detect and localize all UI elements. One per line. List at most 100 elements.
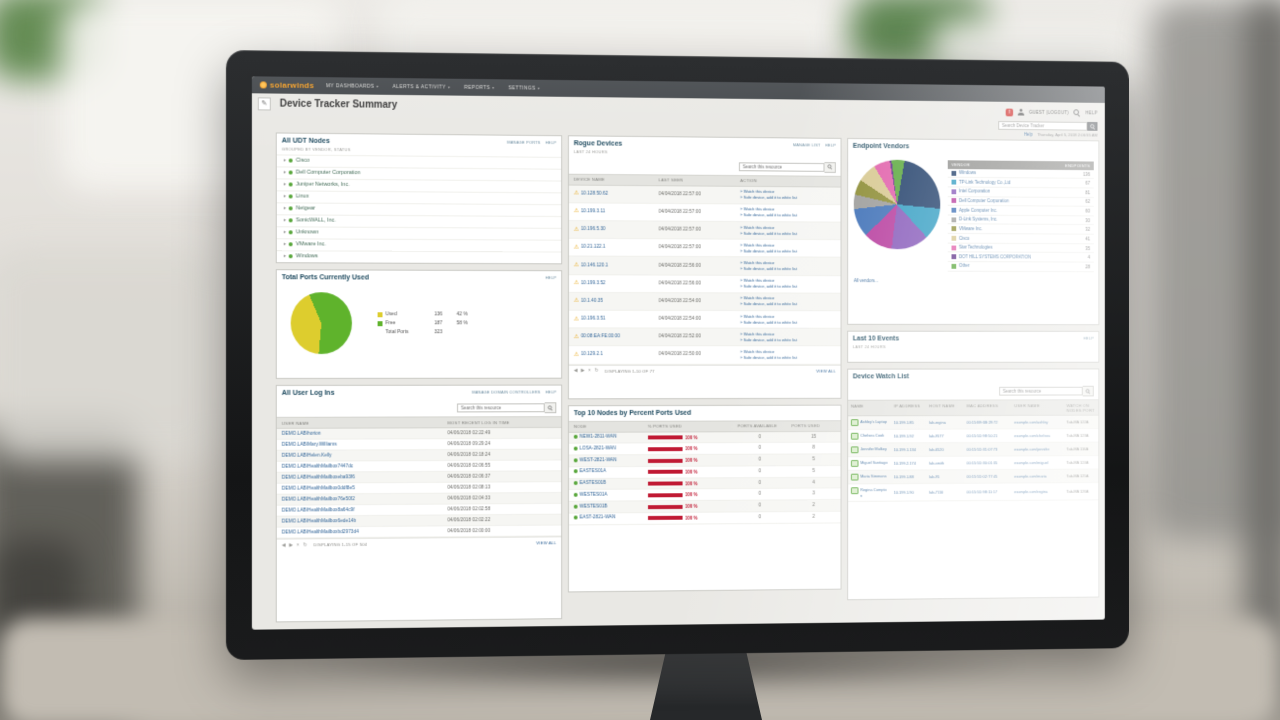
host-name-link[interactable]: lab-7110 <box>929 489 944 495</box>
user-name-link[interactable]: example.com\maria <box>1014 473 1047 479</box>
safe-device-link[interactable]: » Safe device, add it to white list <box>740 230 798 236</box>
device-name-link[interactable]: Regina Compton <box>860 487 887 498</box>
table-row[interactable]: ⚠ 10.146.120.1 04/04/2018 22:56:00 » Watc… <box>568 256 841 276</box>
watch-device-link[interactable]: » Watch this device <box>740 349 775 354</box>
watch-device-link[interactable]: » Watch this device <box>740 277 775 283</box>
user-name-link[interactable]: DEMO.LAB\HealthMailbox76e50f2 <box>281 497 355 503</box>
column-vendor[interactable]: VENDOR <box>951 161 970 167</box>
watch-device-link[interactable]: » Watch this device <box>740 313 775 319</box>
device-name-link[interactable]: 10.128.50.62 <box>580 191 608 197</box>
ip-address-link[interactable]: 10.199.1.134 <box>893 447 916 453</box>
host-name-link[interactable]: lab-6520 <box>929 447 944 453</box>
user-name-link[interactable]: DEMO.LAB\Mary.Williams <box>281 442 337 448</box>
watch-device-link[interactable]: » Watch this device <box>740 188 775 195</box>
host-name-link[interactable]: lab-regina <box>929 420 946 426</box>
node-name-link[interactable]: EASTES01A <box>579 469 607 475</box>
vendor-name-link[interactable]: DOT HILL SYSTEMS CORPORATION <box>958 254 1031 260</box>
device-name-link[interactable]: 00:08:EA:FE:00:00 <box>580 334 621 340</box>
safe-device-link[interactable]: » Safe device, add it to white list <box>740 283 798 289</box>
device-name-link[interactable]: 10.199.3.52 <box>580 280 606 286</box>
watch-device-link[interactable]: » Watch this device <box>740 260 775 266</box>
nav-menu-item[interactable]: ALERTS & ACTIVITY ▾ <box>393 83 451 90</box>
device-name-link[interactable]: Chelsea Cook <box>860 433 885 439</box>
ip-address-link[interactable]: 10.199.1.88 <box>893 474 914 480</box>
nav-menu-item[interactable]: MY DASHBOARDS ▾ <box>326 83 379 90</box>
device-name-link[interactable]: 10.146.120.1 <box>580 262 608 268</box>
vendor-name-link[interactable]: D-Link Systems, Inc. <box>958 216 998 222</box>
column-login-time[interactable]: MOST RECENT LOG IN TIME <box>447 420 510 426</box>
user-name-link[interactable]: DEMO.LAB\HealthMailboxeba93f6 <box>281 475 355 481</box>
column-ports-available[interactable]: PORTS AVAILABLE <box>737 423 778 429</box>
vendor-name[interactable]: Linux <box>295 193 309 200</box>
column-mac-address[interactable]: MAC ADDRESS <box>966 403 999 409</box>
expand-arrow-icon[interactable]: ▸ <box>283 205 286 211</box>
safe-device-link[interactable]: » Safe device, add it to white list <box>740 354 798 360</box>
table-row[interactable]: EAST-2821-WAN 100 % 0 2 <box>568 511 841 526</box>
all-vendors-link[interactable]: All vendors... <box>853 277 879 283</box>
vendor-name[interactable]: VMware Inc. <box>295 241 327 248</box>
watch-list-search-button[interactable] <box>1082 386 1094 397</box>
watch-device-link[interactable]: » Watch this device <box>740 206 775 212</box>
device-name-link[interactable]: 10.1.40.35 <box>580 298 603 304</box>
close-icon[interactable]: × <box>588 367 591 373</box>
user-logins-search-button[interactable] <box>544 402 557 414</box>
safe-device-link[interactable]: » Safe device, add it to white list <box>740 248 798 254</box>
column-user-name[interactable]: USER NAME <box>1014 403 1040 409</box>
refresh-icon[interactable]: ↻ <box>594 367 599 373</box>
manage-list-link[interactable]: MANAGE LIST <box>792 142 821 148</box>
user-name-link[interactable]: DEMO.LAB\HealthMailboxbd2973d4 <box>281 529 359 536</box>
device-name-link[interactable]: 10.21.122.1 <box>580 245 606 251</box>
pager-first-icon[interactable]: ◀ <box>573 367 578 373</box>
vendor-name-link[interactable]: Cisco <box>958 235 970 241</box>
vendor-name-link[interactable]: Apple Computer Inc. <box>958 207 998 213</box>
vendor-name-link[interactable]: Intel Corporation <box>958 188 991 194</box>
column-device-name[interactable]: DEVICE NAME <box>573 176 605 183</box>
mac-address-link[interactable]: 00:15:B9:6B:28:72 <box>966 420 998 425</box>
table-row[interactable]: Jennifer Mulkey 10.199.1.134 lab-6520 00… <box>848 442 1099 458</box>
user-name-link[interactable]: DEMO.LAB\HealthMailbox7447dc <box>281 464 354 470</box>
rogue-devices-search-input[interactable] <box>738 162 825 172</box>
device-name-link[interactable]: Ashley's Laptop <box>860 419 887 425</box>
column-ip-address[interactable]: IP ADDRESS <box>893 403 921 409</box>
manage-domain-controllers-link[interactable]: MANAGE DOMAIN CONTROLLERS <box>471 389 541 395</box>
vendor-name[interactable]: Cisco <box>295 157 310 164</box>
table-row[interactable]: ⚠ 10.21.122.1 04/04/2018 22:57:00 » Watch… <box>568 238 841 259</box>
node-name-link[interactable]: LOSA-2821-WAN <box>579 446 616 452</box>
help-link[interactable]: HELP <box>1083 335 1094 341</box>
user-logins-search-input[interactable] <box>457 403 545 413</box>
mac-address-link[interactable]: 00:15:5D:30:01:35 <box>966 460 998 466</box>
table-row[interactable]: Chelsea Cook 10.199.1.92 lab-9577 00:15:… <box>848 429 1099 444</box>
table-row[interactable]: ⚠ 10.196.5.30 04/04/2018 22:57:00 » Watch… <box>568 221 841 241</box>
expand-arrow-icon[interactable]: ▸ <box>283 241 286 247</box>
column-action[interactable]: ACTION <box>740 178 757 184</box>
watch-list-search-input[interactable] <box>999 387 1083 396</box>
user-name-link[interactable]: DEMO.LAB\HealthMailbox8a64c9f <box>281 508 355 514</box>
vendor-name[interactable]: Unknown <box>295 229 319 236</box>
node-name-link[interactable]: WESTES01B <box>579 504 608 510</box>
rogue-devices-search-button[interactable] <box>824 161 836 173</box>
user-name-link[interactable]: example.com\regina <box>1014 489 1048 495</box>
watch-device-link[interactable]: » Watch this device <box>740 224 775 230</box>
table-row[interactable]: ⚠ 10.196.3.51 04/04/2018 22:54:00 » Watch… <box>568 310 841 329</box>
manage-ports-link[interactable]: MANAGE PORTS <box>506 139 541 145</box>
column-user-name[interactable]: USER NAME <box>281 420 310 426</box>
user-name-link[interactable]: DEMO.LAB\Helen.Kelly <box>281 453 332 459</box>
node-name-link[interactable]: WEST-2821-WAN <box>579 457 617 464</box>
help-link[interactable]: HELP <box>545 389 557 395</box>
mac-address-link[interactable]: 00:15:5D:31:07:73 <box>966 447 998 453</box>
user-name-link[interactable]: DEMO.LAB\HealthMailbox6ede14b <box>281 518 357 525</box>
expand-arrow-icon[interactable]: ▸ <box>283 181 286 187</box>
pager-next-icon[interactable]: ▶ <box>289 542 293 548</box>
host-name-link[interactable]: lab-smith <box>929 460 945 466</box>
device-name-link[interactable]: Maria Simmons <box>860 473 887 479</box>
expand-arrow-icon[interactable]: ▸ <box>283 169 286 175</box>
refresh-icon[interactable]: ↻ <box>303 541 307 547</box>
search-icon[interactable] <box>1073 109 1080 117</box>
device-name-link[interactable]: 10.196.3.51 <box>580 316 606 322</box>
watch-device-link[interactable]: » Watch this device <box>740 331 775 337</box>
safe-device-link[interactable]: » Safe device, add it to white list <box>740 301 798 307</box>
host-name-link[interactable]: lab-95 <box>929 474 940 480</box>
node-name-link[interactable]: NEW1-2811-WAN <box>579 434 617 440</box>
expand-arrow-icon[interactable]: ▸ <box>283 193 286 199</box>
device-name-link[interactable]: Jennifer Mulkey <box>860 446 887 452</box>
